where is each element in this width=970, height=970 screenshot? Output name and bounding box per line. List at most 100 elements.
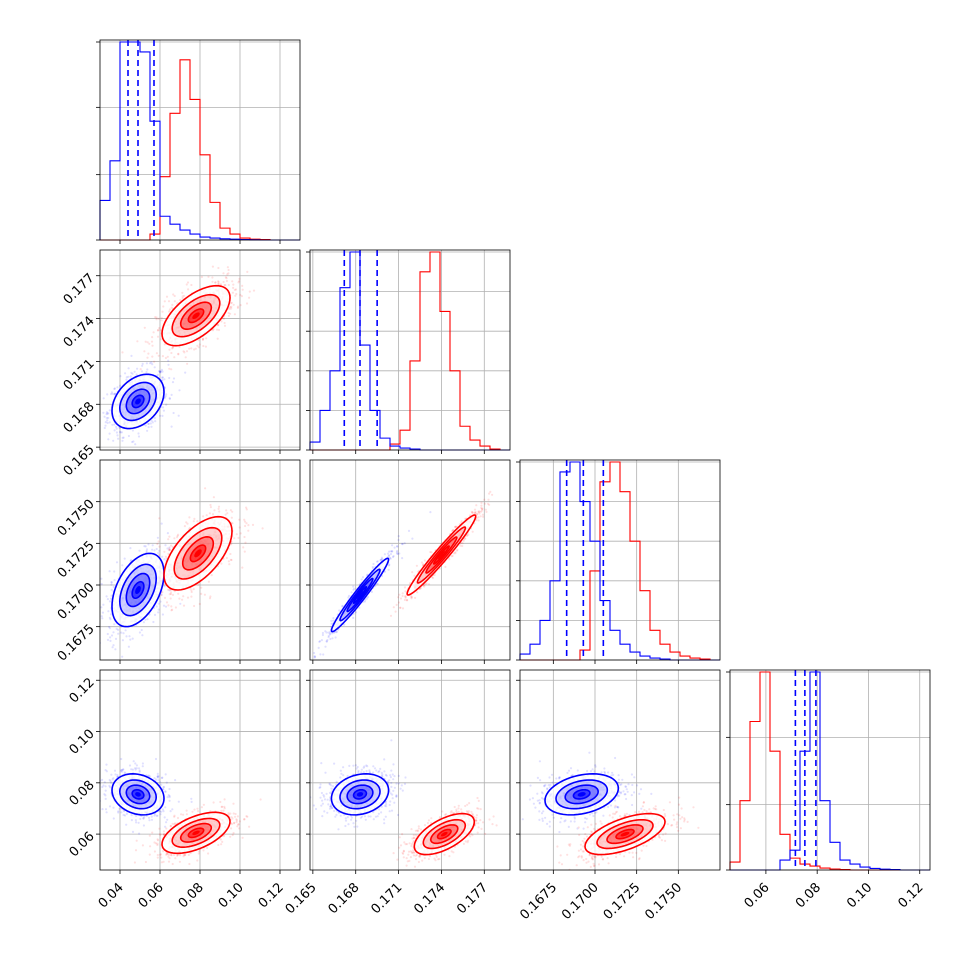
scatter-point — [401, 592, 404, 595]
scatter-point — [485, 510, 488, 513]
scatter-point — [127, 367, 130, 370]
scatter-point — [209, 506, 212, 509]
scatter-point — [240, 295, 243, 298]
scatter-point — [188, 526, 191, 530]
scatter-point — [177, 533, 180, 536]
scatter-point — [477, 510, 480, 513]
scatter-point — [168, 589, 171, 592]
scatter-point — [121, 351, 124, 354]
scatter-point — [156, 775, 159, 779]
scatter-point — [177, 353, 180, 356]
scatter-point — [163, 585, 166, 588]
scatter-point — [480, 504, 483, 507]
x-tick-label: 0.10 — [844, 880, 875, 911]
scatter-point — [241, 284, 244, 287]
scatter-point — [478, 512, 481, 515]
scatter-point — [488, 503, 491, 506]
scatter-point — [235, 292, 238, 296]
scatter-point — [220, 562, 223, 565]
scatter-point — [217, 507, 220, 510]
scatter-point — [105, 416, 108, 420]
scatter-point — [401, 557, 404, 560]
scatter-point — [429, 550, 432, 554]
scatter-point — [216, 328, 219, 331]
scatter-point — [168, 547, 171, 550]
scatter-point — [101, 778, 104, 782]
scatter-point — [164, 544, 167, 547]
scatter-point — [212, 496, 215, 499]
scatter-point — [325, 631, 328, 634]
scatter-point — [168, 794, 171, 798]
scatter-point — [177, 592, 180, 595]
scatter-point — [129, 559, 132, 563]
scatter-point — [154, 420, 157, 423]
scatter-point — [108, 784, 111, 788]
scatter-point — [186, 281, 190, 284]
scatter-point — [168, 546, 171, 549]
scatter-point — [210, 574, 213, 577]
scatter-point — [107, 610, 110, 613]
scatter-point — [157, 354, 160, 357]
scatter-point — [131, 429, 134, 432]
scatter-point — [358, 606, 361, 609]
scatter-point — [110, 594, 113, 597]
scatter-point — [352, 585, 355, 588]
scatter-point — [202, 337, 205, 340]
scatter-point — [478, 510, 481, 513]
x-tick-label: 0.06 — [742, 880, 773, 911]
scatter-point — [157, 602, 160, 605]
scatter-point — [105, 595, 108, 598]
scatter-point — [157, 328, 160, 332]
contour-red — [432, 545, 450, 565]
scatter-point — [212, 328, 215, 331]
scatter-point — [389, 550, 392, 553]
scatter-point — [213, 509, 216, 512]
scatter-point — [407, 529, 411, 533]
scatter-point — [200, 592, 203, 596]
scatter-point — [102, 411, 105, 414]
histogram-panel-3: 0.06 0.08 0.10 0.12 — [726, 669, 931, 911]
scatter-point — [169, 597, 172, 600]
scatter-point — [135, 764, 138, 767]
scatter-point — [156, 329, 160, 332]
scatter-point — [110, 634, 114, 637]
scatter-point — [168, 593, 171, 596]
scatter-point — [138, 832, 141, 835]
scatter-point — [225, 556, 228, 560]
scatter-point — [232, 283, 235, 286]
density-peak-blue — [135, 398, 141, 405]
scatter-point — [466, 534, 469, 537]
scatter-point — [330, 619, 333, 623]
scatter-point — [473, 508, 477, 511]
scatter-point — [131, 372, 134, 375]
scatter-point — [470, 510, 473, 513]
scatter-point — [161, 613, 164, 616]
scatter-point — [389, 557, 392, 560]
scatter-point — [452, 552, 455, 555]
scatter-point — [121, 768, 125, 771]
scatter-point — [130, 371, 133, 374]
scatter-point — [396, 545, 399, 548]
scatter-point — [200, 275, 203, 279]
scatter-point — [464, 537, 467, 540]
scatter-point — [108, 627, 111, 630]
scatter-point — [178, 389, 181, 392]
scatter-point — [229, 509, 232, 512]
histogram-panel-2 — [516, 459, 721, 664]
scatter-point — [160, 368, 163, 371]
scatter-point — [217, 281, 220, 284]
scatter-point — [420, 561, 423, 564]
scatter-point — [338, 609, 341, 612]
scatter-point — [136, 340, 139, 343]
scatter-point — [211, 276, 214, 279]
scatter-point — [143, 545, 146, 548]
scatter-point — [101, 808, 104, 811]
scatter-point — [366, 573, 369, 576]
scatter-point — [444, 565, 447, 569]
scatter-point — [157, 553, 161, 557]
scatter-point — [122, 456, 124, 458]
scatter-point — [398, 593, 401, 596]
scatter-point — [155, 814, 158, 817]
scatter-point — [166, 547, 169, 550]
scatter-point — [121, 639, 124, 642]
